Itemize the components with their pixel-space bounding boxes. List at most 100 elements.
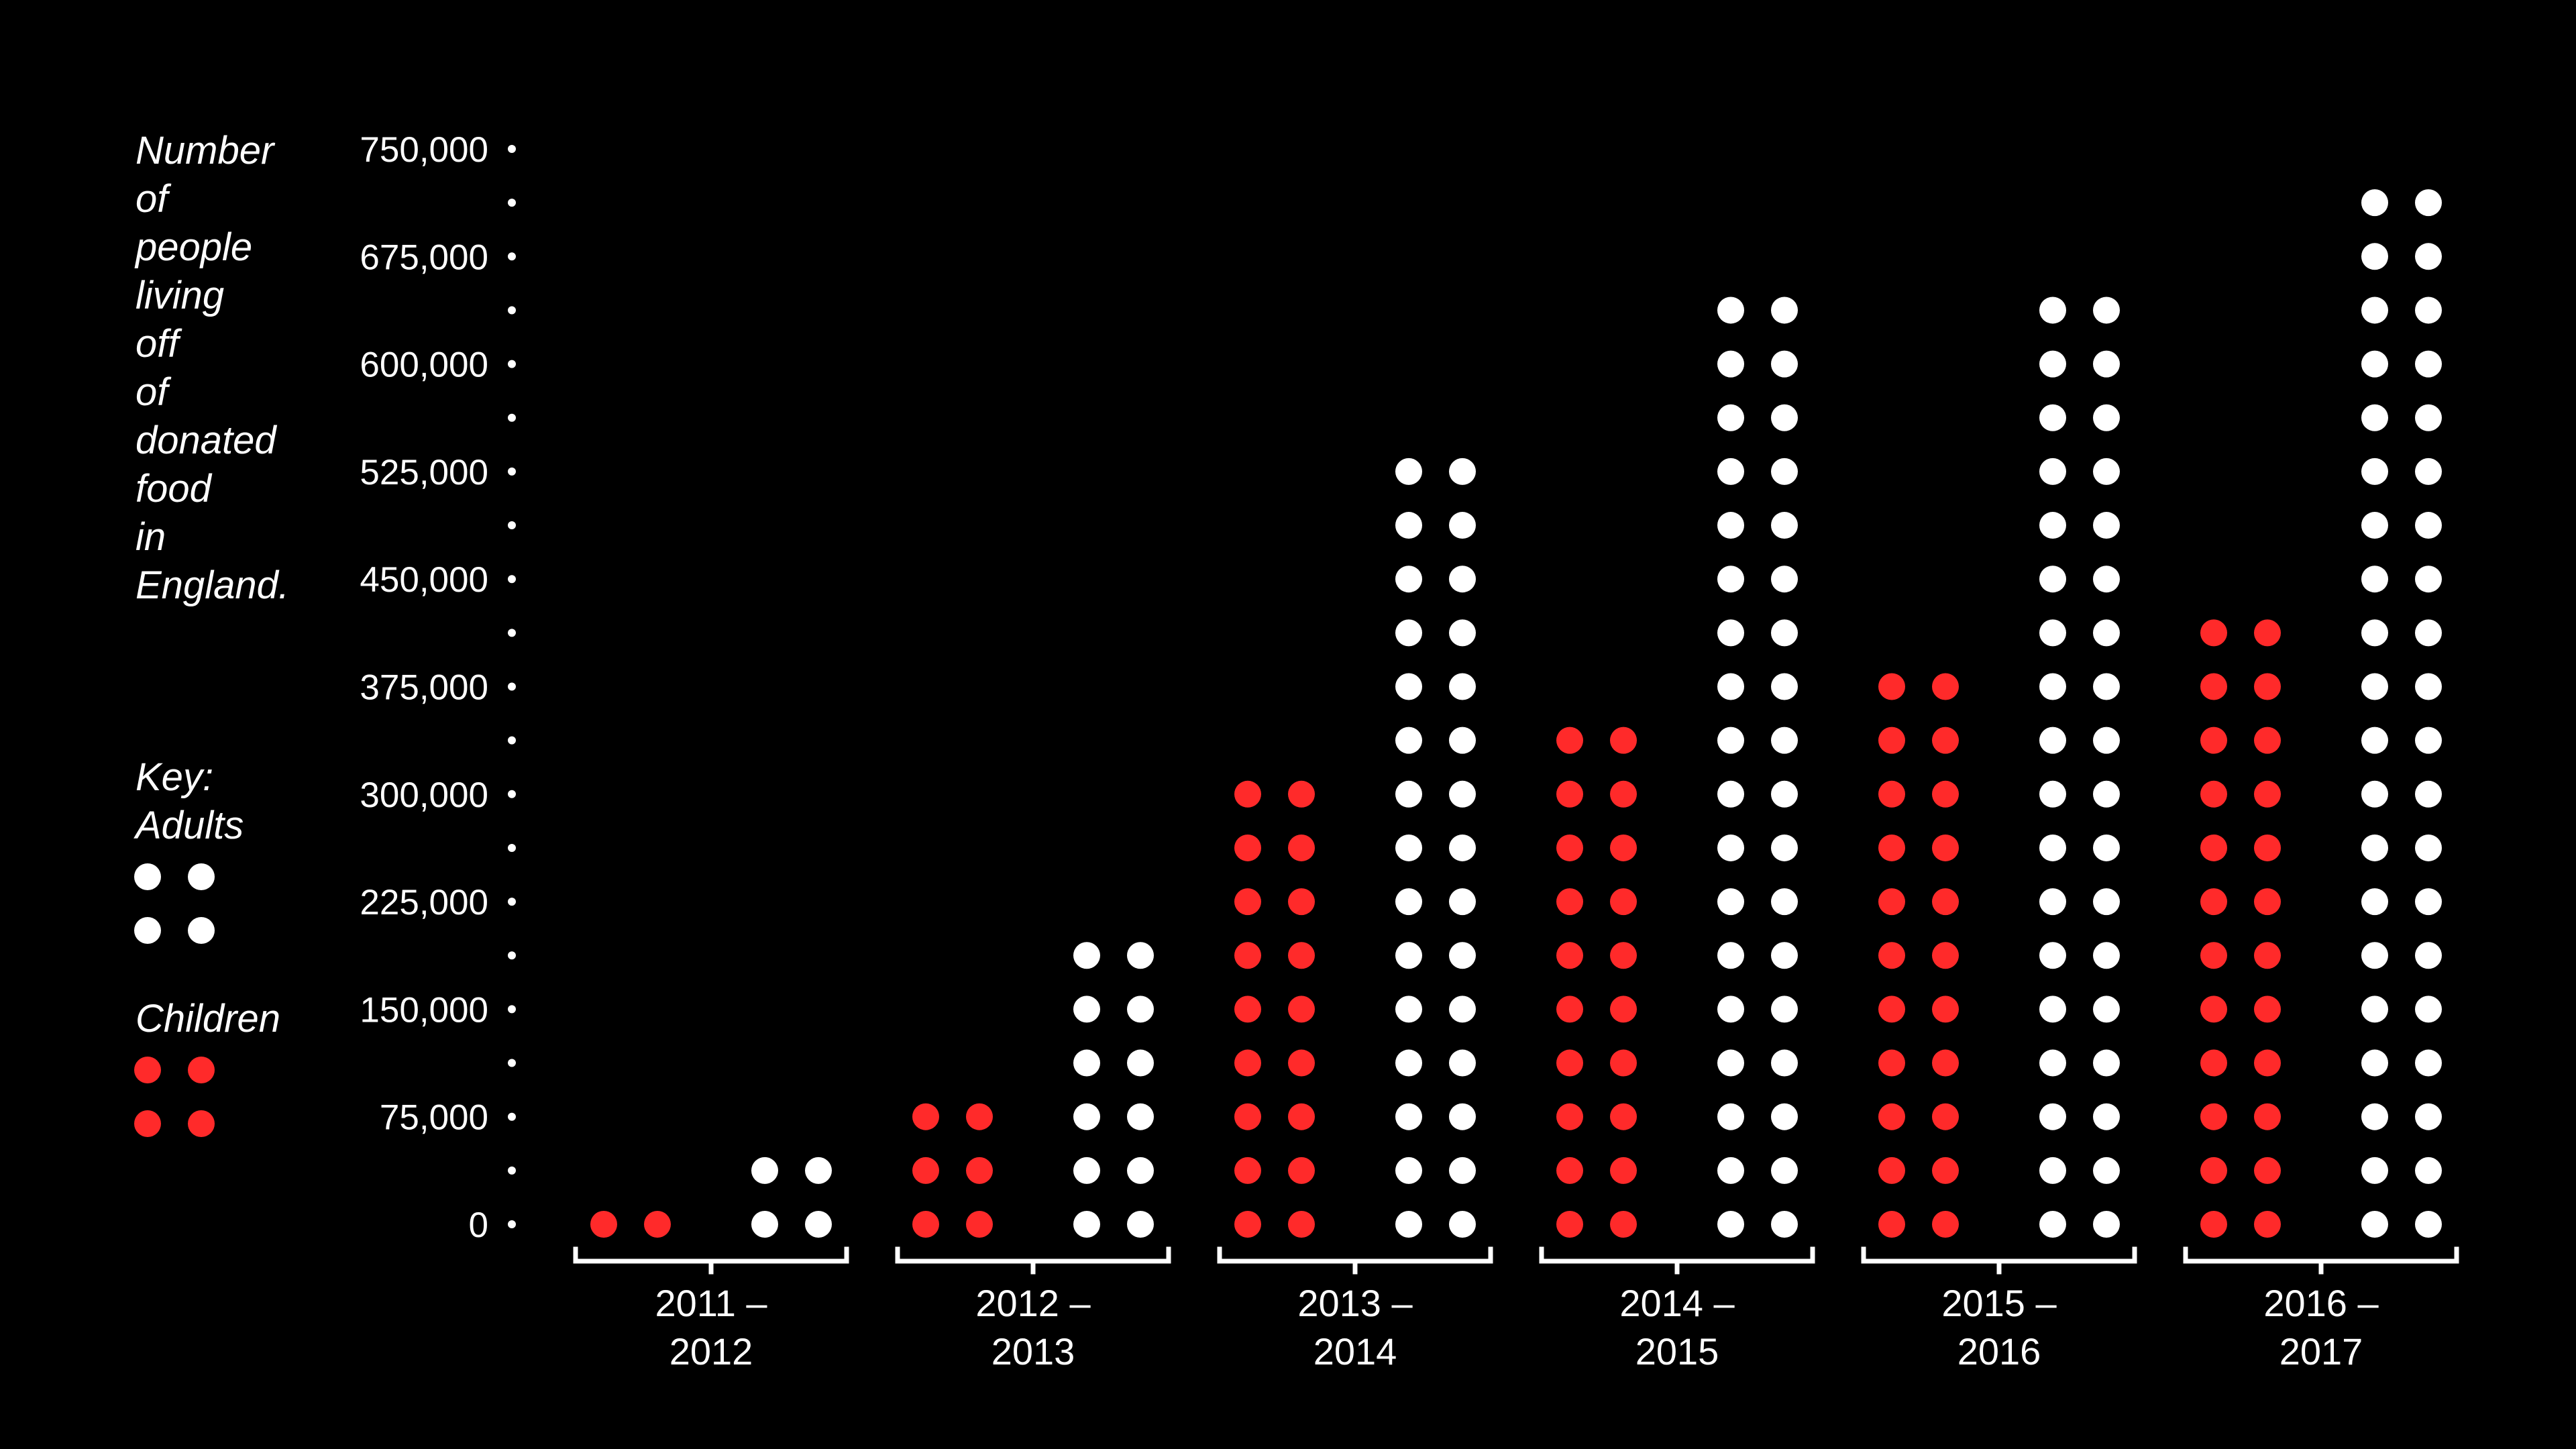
legend-label: Adults	[133, 804, 244, 847]
data-dot	[1932, 727, 1959, 754]
data-dot	[1395, 888, 1422, 916]
legend-swatch-dot	[188, 917, 215, 944]
data-dot	[2254, 1157, 2281, 1184]
data-dot	[2254, 1049, 2281, 1077]
data-dot	[1771, 404, 1798, 431]
data-dot	[2039, 727, 2066, 754]
data-dot	[1771, 942, 1798, 969]
y-axis-tick-mark	[508, 898, 516, 906]
data-dot	[1610, 942, 1637, 969]
y-axis-title: NumberofpeoplelivingoffofdonatedfoodinEn…	[134, 129, 289, 607]
data-dot	[2415, 1103, 2442, 1130]
data-dot	[1717, 458, 1744, 485]
data-dot	[2200, 1103, 2227, 1130]
data-dot	[1932, 834, 1959, 861]
data-dot	[1717, 780, 1744, 808]
y-axis-title-word: people	[134, 225, 252, 269]
data-dot	[1771, 834, 1798, 861]
data-dot	[1771, 1157, 1798, 1184]
data-dot	[1932, 996, 1959, 1023]
data-dot	[1234, 996, 1261, 1023]
data-dot	[2361, 673, 2388, 700]
data-dot	[2415, 780, 2442, 808]
data-dot	[2200, 996, 2227, 1023]
data-dot	[1395, 1103, 1422, 1130]
data-dot	[1771, 297, 1798, 324]
data-dot	[2039, 350, 2066, 378]
data-dot	[2254, 727, 2281, 754]
data-dot	[2200, 834, 2227, 861]
data-dot	[2039, 888, 2066, 916]
data-dot	[1073, 1157, 1100, 1184]
data-dot	[1932, 1211, 1959, 1238]
x-axis-bracket	[1861, 1246, 2137, 1275]
data-dot	[912, 1211, 939, 1238]
data-dot	[1073, 996, 1100, 1023]
data-dot	[2361, 189, 2388, 217]
data-dot	[1717, 297, 1744, 324]
data-dot	[2200, 1211, 2227, 1238]
data-dot	[2254, 780, 2281, 808]
y-axis-title-word: of	[136, 370, 172, 414]
data-dot	[1878, 1157, 1905, 1184]
data-dot	[2415, 727, 2442, 754]
data-dot	[1073, 942, 1100, 969]
data-dot	[1395, 512, 1422, 539]
data-dot	[1395, 458, 1422, 485]
data-dot	[1449, 1103, 1476, 1130]
legend-swatch-dot	[188, 863, 215, 890]
x-axis-tick-label: 2014 –	[1619, 1282, 1735, 1324]
data-dot	[2254, 1211, 2281, 1238]
y-axis-tick-mark	[508, 1112, 516, 1121]
data-dot	[590, 1211, 617, 1238]
legend: Key: Adults Children	[133, 755, 280, 1137]
y-axis-tick-label: 600,000	[360, 345, 488, 385]
data-dot	[1127, 996, 1154, 1023]
data-dot	[2415, 1157, 2442, 1184]
data-dot	[1288, 996, 1315, 1023]
data-dot	[805, 1211, 832, 1238]
data-dot	[1449, 780, 1476, 808]
data-dot	[1610, 1157, 1637, 1184]
data-dot	[1395, 673, 1422, 700]
x-axis-tick-label: 2015	[1635, 1330, 1719, 1373]
data-dot	[1449, 888, 1476, 916]
data-dot	[1556, 888, 1583, 916]
y-axis-title-word: of	[136, 177, 172, 221]
data-dot	[1073, 1049, 1100, 1077]
data-dot	[1234, 834, 1261, 861]
data-dot	[1288, 780, 1315, 808]
data-dot	[1395, 834, 1422, 861]
data-dot	[1449, 996, 1476, 1023]
y-axis-tick-label: 225,000	[360, 883, 488, 922]
data-dot	[1449, 727, 1476, 754]
data-dot	[1771, 780, 1798, 808]
data-dot	[2361, 619, 2388, 647]
legend-swatch-dot	[134, 863, 161, 890]
data-dot	[751, 1157, 778, 1184]
data-dot	[1449, 1157, 1476, 1184]
y-axis-tick-mark	[508, 1166, 516, 1175]
data-dot	[1717, 727, 1744, 754]
data-dot	[1395, 1157, 1422, 1184]
data-dot	[2039, 512, 2066, 539]
legend-title: Key:	[136, 755, 213, 799]
data-dot	[1932, 942, 1959, 969]
data-dot	[2093, 350, 2120, 378]
data-dot	[1127, 1049, 1154, 1077]
data-dot	[1288, 942, 1315, 969]
data-dot	[2200, 727, 2227, 754]
data-dot	[966, 1103, 993, 1130]
y-axis-tick-mark	[508, 252, 516, 261]
x-axis-tick-label: 2012 –	[975, 1282, 1091, 1324]
data-dot	[2039, 297, 2066, 324]
y-axis-tick-label: 300,000	[360, 775, 488, 815]
x-axis-tick-label: 2016 –	[2263, 1282, 2379, 1324]
data-dot	[2093, 996, 2120, 1023]
data-dot	[1771, 512, 1798, 539]
data-dot	[805, 1157, 832, 1184]
y-axis-tick-mark	[508, 682, 516, 691]
data-dot	[2361, 1211, 2388, 1238]
y-axis-tick-label: 450,000	[360, 560, 488, 600]
bar-children	[2200, 619, 2281, 1238]
